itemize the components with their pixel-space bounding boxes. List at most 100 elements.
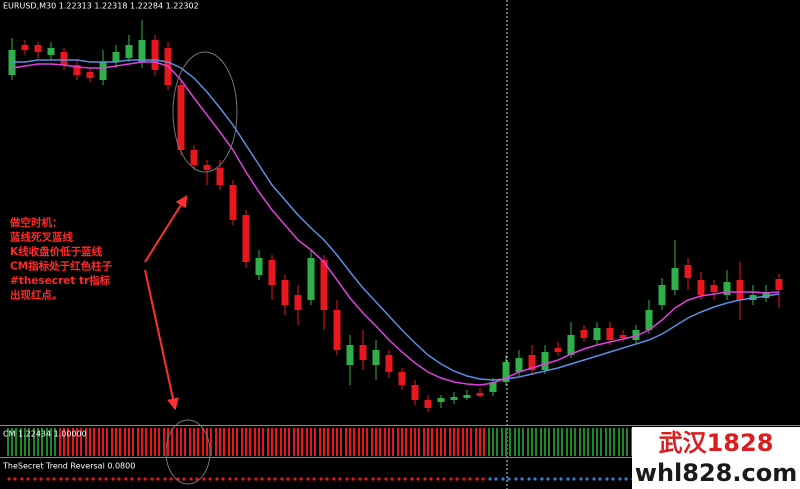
candle-body <box>333 310 341 350</box>
reversal-dot <box>397 477 401 481</box>
candle-body <box>112 52 120 62</box>
candle-body <box>73 65 81 75</box>
reversal-dot <box>306 477 310 481</box>
cm-bar <box>626 428 628 456</box>
cm-bar <box>618 428 620 456</box>
candle-body <box>515 358 523 372</box>
cm-bar <box>405 428 407 456</box>
reversal-dot <box>481 477 485 481</box>
cm-bar <box>544 428 546 456</box>
reversal-dot <box>345 477 349 481</box>
cm-bar <box>548 428 550 456</box>
candle-body <box>528 355 536 370</box>
cm-bar <box>418 428 420 456</box>
reversal-dot <box>241 477 245 481</box>
cm-bar <box>327 428 329 456</box>
cm-bar <box>457 428 459 456</box>
cm-bar <box>124 428 126 456</box>
reversal-dot <box>254 477 258 481</box>
cm-bar <box>535 428 537 456</box>
reversal-dot <box>520 477 524 481</box>
cm-bar <box>410 428 412 456</box>
cm-bar <box>20 428 22 456</box>
reversal-dot <box>189 477 193 481</box>
cm-bar <box>184 428 186 456</box>
cm-bar <box>219 428 221 456</box>
candle-body <box>47 48 55 55</box>
cm-bar <box>46 428 48 456</box>
reversal-dot <box>338 477 342 481</box>
candle-body <box>99 62 107 80</box>
cm-bar <box>193 428 195 456</box>
cm-bar <box>371 428 373 456</box>
candle-body <box>476 393 484 396</box>
reversal-dot <box>299 477 303 481</box>
cm-bar <box>514 428 516 456</box>
cm-bar <box>531 428 533 456</box>
candle-body <box>268 260 276 285</box>
cm-bar <box>89 428 91 456</box>
reversal-dot <box>442 477 446 481</box>
reversal-dot <box>553 477 557 481</box>
cm-bar <box>440 428 442 456</box>
cm-bar <box>353 428 355 456</box>
cm-bar <box>366 428 368 456</box>
candle-body <box>86 72 94 78</box>
cm-bar <box>527 428 529 456</box>
reversal-dot <box>280 477 284 481</box>
cm-bar <box>470 428 472 456</box>
cm-bar <box>150 428 152 456</box>
candle-body <box>177 85 185 150</box>
cm-bar <box>587 428 589 456</box>
candle-body <box>684 265 692 278</box>
cm-bar <box>345 428 347 456</box>
cm-label: CM 1.22434 1.00000 <box>3 430 87 439</box>
cm-bar <box>271 428 273 456</box>
candle-body <box>346 345 354 365</box>
candle-body <box>632 330 640 340</box>
cm-bar <box>362 428 364 456</box>
cm-bar <box>431 428 433 456</box>
candle-body <box>216 168 224 185</box>
cm-bar <box>613 428 615 456</box>
reversal-dot <box>78 477 82 481</box>
reversal-dot <box>7 477 11 481</box>
reversal-dot <box>215 477 219 481</box>
candle-body <box>242 215 250 262</box>
annotation: #thesecret tr指标 <box>10 274 111 287</box>
watermark: whl828.com <box>635 459 797 487</box>
candle-body <box>372 350 380 365</box>
reversal-dot <box>91 477 95 481</box>
cm-bar <box>93 428 95 456</box>
candle-body <box>450 397 458 400</box>
reversal-dot <box>488 477 492 481</box>
cm-bar <box>323 428 325 456</box>
reversal-dot <box>195 477 199 481</box>
cm-bar <box>215 428 217 456</box>
reversal-dot <box>228 477 232 481</box>
cm-bar <box>384 428 386 456</box>
cm-bar <box>566 428 568 456</box>
reversal-dot <box>605 477 609 481</box>
cm-bar <box>301 428 303 456</box>
reversal-dot <box>364 477 368 481</box>
reversal-dot <box>104 477 108 481</box>
candle-body <box>125 45 133 58</box>
highlight-ellipse <box>165 419 211 485</box>
cm-bar <box>80 428 82 456</box>
reversal-dot <box>182 477 186 481</box>
cm-bar <box>262 428 264 456</box>
reversal-dot <box>98 477 102 481</box>
cm-bar <box>63 428 65 456</box>
reversal-dot <box>72 477 76 481</box>
reversal-dot <box>416 477 420 481</box>
trend-reversal-label: TheSecret Trend Reversal 0.0800 <box>2 462 135 471</box>
reversal-dot <box>390 477 394 481</box>
candle-body <box>307 258 315 300</box>
cm-bar <box>388 428 390 456</box>
cm-bar <box>106 428 108 456</box>
reversal-dot <box>527 477 531 481</box>
reversal-dot <box>13 477 17 481</box>
reversal-dot <box>20 477 24 481</box>
cm-bar <box>85 428 87 456</box>
